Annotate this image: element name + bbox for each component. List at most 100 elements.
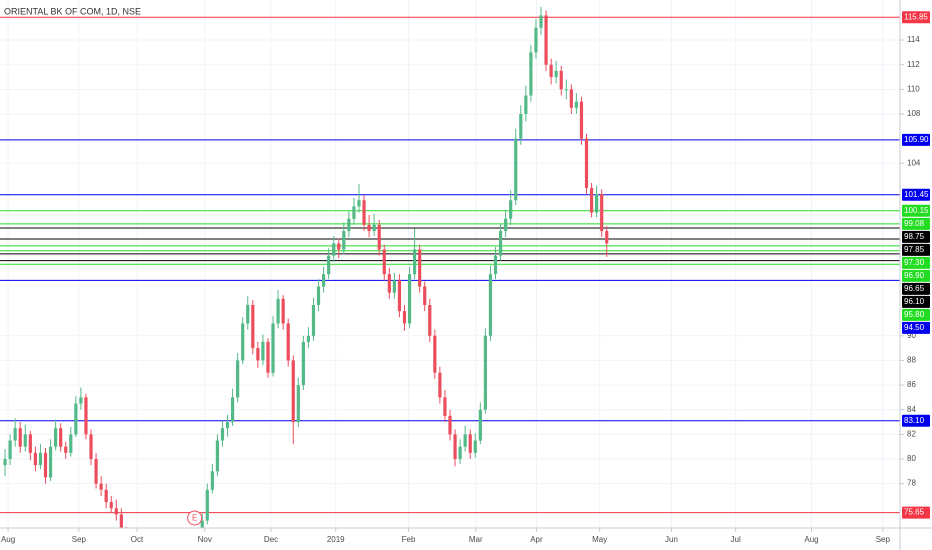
level-label: 99.08 (904, 219, 925, 228)
candle-body (357, 200, 361, 207)
candle-body (574, 101, 579, 108)
level-label: 115.85 (904, 12, 928, 21)
candle-body (473, 440, 477, 453)
candle-body (387, 274, 391, 293)
candle-body (579, 101, 584, 139)
candle-body (225, 422, 230, 429)
candle-body (362, 200, 366, 225)
candle-body (438, 372, 442, 398)
candle-body (428, 304, 432, 336)
x-tick-label: 2019 (327, 535, 345, 544)
candle-body (392, 280, 396, 293)
x-tick-label: Jul (731, 535, 741, 544)
candle-body (504, 218, 508, 232)
candle-body (493, 255, 498, 275)
candle-body (413, 249, 417, 275)
level-label-box (902, 282, 930, 295)
candle-body (119, 514, 123, 528)
candle-body (509, 200, 513, 219)
event-marker (187, 510, 203, 526)
candle-body (79, 397, 83, 404)
y-tick-label: 104 (907, 158, 921, 167)
candle-body (64, 446, 68, 453)
candle-body (468, 434, 472, 453)
candle-body (311, 304, 316, 336)
candle-body (498, 231, 503, 256)
candle-body (230, 397, 235, 423)
candle-body (281, 298, 285, 324)
candle-body (276, 298, 280, 324)
candle-body (433, 335, 437, 373)
candle-body (210, 471, 214, 490)
level-label-box (902, 308, 930, 321)
level-label: 105.90 (904, 135, 929, 144)
y-tick-label: 80 (907, 454, 916, 463)
candle-body (200, 520, 204, 528)
candle-body (478, 409, 482, 441)
candle-body (321, 274, 326, 287)
level-label-box (902, 256, 930, 269)
candle-body (524, 95, 528, 114)
candle-body (28, 434, 32, 453)
level-label-box (902, 295, 930, 308)
y-tick-label: 90 (907, 331, 916, 340)
candle-body (220, 428, 225, 441)
candle-body (3, 458, 7, 466)
x-tick-label: Sep (876, 535, 891, 544)
level-label-box (902, 269, 930, 282)
y-tick-label: 82 (907, 429, 916, 438)
y-tick-label: 108 (907, 109, 921, 118)
level-label-box (902, 414, 930, 427)
candle-body (488, 274, 493, 336)
level-label: 83.10 (904, 416, 925, 425)
candle-body (246, 304, 250, 324)
y-tick-label: 112 (907, 60, 920, 69)
candle-body (407, 274, 412, 324)
axes: 78 80 82 84 86 88 90 104 108 110 112 114 Aug Sep Oct No… (1, 11, 930, 544)
candle-body (382, 249, 386, 275)
candle-body (291, 360, 295, 423)
candle-body (549, 64, 553, 78)
level-label: 100.15 (904, 206, 929, 215)
candle-body (448, 415, 452, 435)
candle-body (59, 428, 63, 447)
candle-body (458, 446, 462, 459)
candle-body (402, 311, 407, 324)
x-tick-label: Jun (665, 535, 678, 544)
y-tick-label: 86 (907, 380, 916, 389)
candle-body (296, 385, 300, 423)
x-tick-label: Aug (1, 535, 15, 544)
candle-body (13, 428, 17, 441)
x-tick-label: Nov (198, 535, 212, 544)
candle-body (54, 428, 58, 447)
candle-body (443, 397, 447, 416)
candle-body (114, 508, 118, 515)
candle-body (569, 89, 573, 108)
y-tick-label: 88 (907, 356, 916, 365)
candle-body (38, 452, 43, 466)
candle-body (286, 323, 290, 361)
candle-body (215, 440, 220, 472)
y-tick-label: 78 (907, 479, 916, 488)
candle-body (256, 348, 260, 361)
candle-body (18, 428, 22, 447)
x-tick-label: Aug (804, 535, 818, 544)
level-label: 101.45 (904, 190, 929, 199)
candle-body (74, 403, 78, 435)
candle-body (316, 286, 321, 305)
candle-body (236, 360, 240, 398)
level-label-box (902, 133, 930, 146)
level-label: 96.90 (904, 271, 925, 280)
candle-body (205, 489, 209, 521)
candle-body (104, 489, 108, 503)
event-label: E (192, 514, 197, 523)
candle-body (48, 446, 53, 478)
level-label-box (902, 243, 930, 256)
x-tick-label: Dec (264, 535, 278, 544)
level-label-box (902, 11, 930, 24)
level-label: 96.10 (904, 297, 925, 306)
levels (0, 16, 900, 514)
y-tick-label: 114 (907, 35, 920, 44)
level-label-box (902, 321, 930, 334)
